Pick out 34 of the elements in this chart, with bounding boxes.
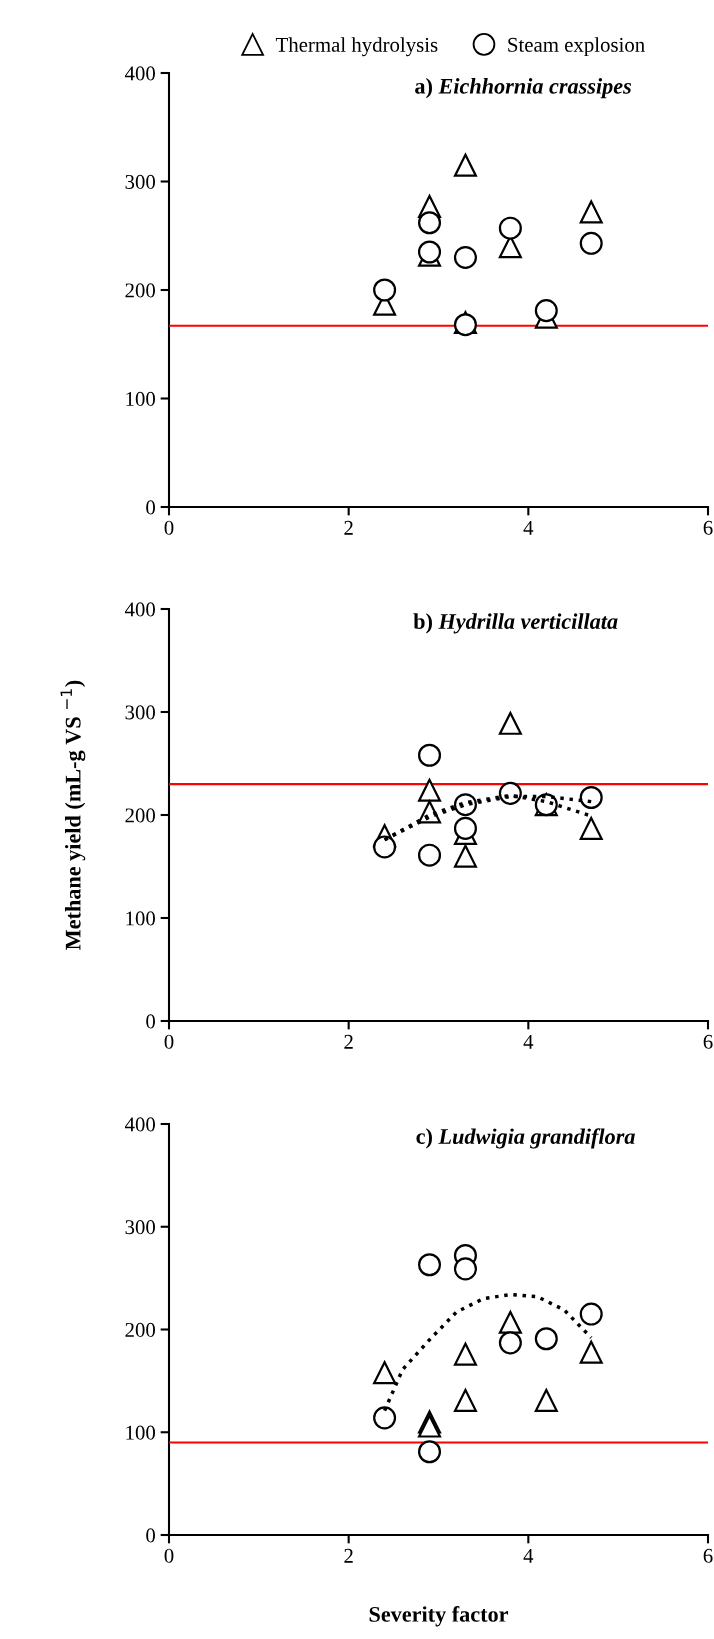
x-axis-title: Severity factor: [369, 1605, 509, 1627]
y-tick-label: 200: [125, 1322, 156, 1337]
y-tick-label: 100: [126, 911, 156, 926]
y-tick-label: 200: [125, 283, 156, 298]
x-tick-label: 0: [164, 1548, 174, 1563]
y-tick-label: 300: [125, 174, 156, 189]
y-tick-label: 0: [146, 500, 156, 515]
y-tick-label: 100: [126, 1425, 156, 1440]
x-tick-label: 6: [703, 1548, 713, 1563]
x-tick-label: 6: [703, 1034, 713, 1049]
chart-title: b) Hydrilla verticillata: [413, 613, 618, 634]
y-tick-label: 0: [146, 1014, 156, 1029]
legend-label: Steam explosion: [508, 37, 645, 57]
y-tick-label: 300: [125, 705, 156, 720]
x-tick-label: 6: [703, 520, 713, 535]
chart-title: c) Ludwigia grandiflora: [416, 1128, 635, 1149]
chart-title: a) Eichhornia crassipes: [415, 78, 632, 99]
x-tick-label: 2: [344, 520, 353, 535]
y-tick-label: 400: [124, 1117, 156, 1132]
y-tick-label: 400: [124, 602, 156, 617]
y-tick-label: 0: [146, 1528, 156, 1543]
x-tick-label: 4: [523, 1034, 534, 1049]
y-tick-label: 100: [126, 391, 156, 406]
x-tick-label: 0: [164, 1034, 174, 1049]
x-tick-label: 4: [523, 1548, 534, 1563]
x-tick-label: 2: [344, 1548, 353, 1563]
x-tick-label: 2: [344, 1034, 353, 1049]
y-axis-title: Methane yield (mL-g VS $^{−1}$): [60, 680, 86, 950]
y-tick-label: 300: [125, 1220, 156, 1235]
legend-label: Thermal hydrolysis: [275, 37, 438, 57]
y-tick-label: 200: [125, 808, 156, 823]
y-tick-label: 400: [124, 66, 156, 81]
x-tick-label: 4: [523, 520, 534, 535]
x-tick-label: 0: [164, 520, 174, 535]
